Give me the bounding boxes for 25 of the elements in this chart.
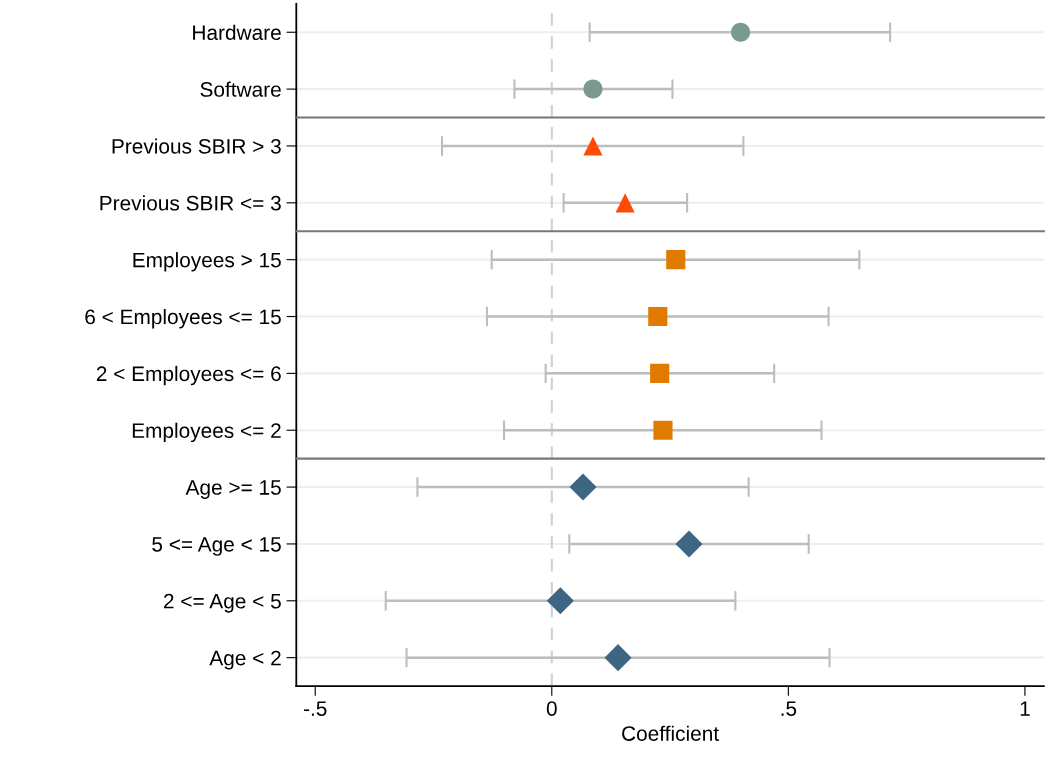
y-tick-label: Employees <= 2 bbox=[132, 422, 281, 443]
y-tick-label: Age < 2 bbox=[209, 650, 281, 670]
point bbox=[648, 306, 668, 327]
point bbox=[675, 530, 703, 558]
y-tick-label: 2 <= Age < 5 bbox=[164, 593, 281, 613]
y-tick-label: 5 <= Age < 15 bbox=[152, 537, 281, 556]
point bbox=[653, 420, 673, 440]
y-tick-label: Employees > 15 bbox=[133, 252, 281, 272]
y-tick-label: Previous SBIR > 3 bbox=[112, 138, 281, 154]
point bbox=[604, 644, 632, 672]
y-tick-label: Software bbox=[200, 81, 281, 97]
y-tick-label: 2 < Employees <= 6 bbox=[96, 365, 281, 386]
y-tick-label: Hardware bbox=[193, 24, 281, 40]
point bbox=[569, 473, 597, 501]
point bbox=[650, 363, 670, 383]
x-tick-label: 1 bbox=[1020, 701, 1030, 716]
y-tick-label: 6 < Employees <= 15 bbox=[85, 308, 281, 329]
x-tick-label: -.5 bbox=[304, 701, 327, 716]
x-axis-title: Coefficient bbox=[622, 725, 719, 741]
x-tick-label: .5 bbox=[781, 701, 797, 716]
point bbox=[546, 587, 574, 615]
x-tick-label: 0 bbox=[546, 701, 557, 716]
point bbox=[666, 250, 686, 270]
y-tick-label: Age >= 15 bbox=[185, 480, 281, 499]
y-tick-label: Previous SBIR <= 3 bbox=[100, 195, 281, 211]
